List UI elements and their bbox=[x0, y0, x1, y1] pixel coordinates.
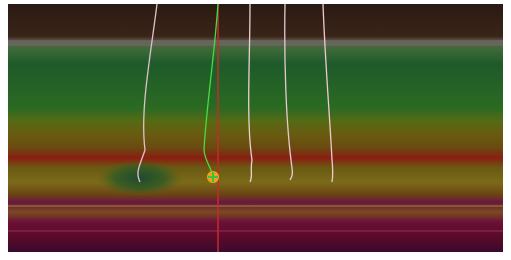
stripe bbox=[8, 230, 503, 232]
stripe bbox=[8, 205, 503, 207]
page bbox=[0, 0, 511, 260]
visualization bbox=[0, 0, 511, 260]
gray-band bbox=[8, 40, 503, 46]
